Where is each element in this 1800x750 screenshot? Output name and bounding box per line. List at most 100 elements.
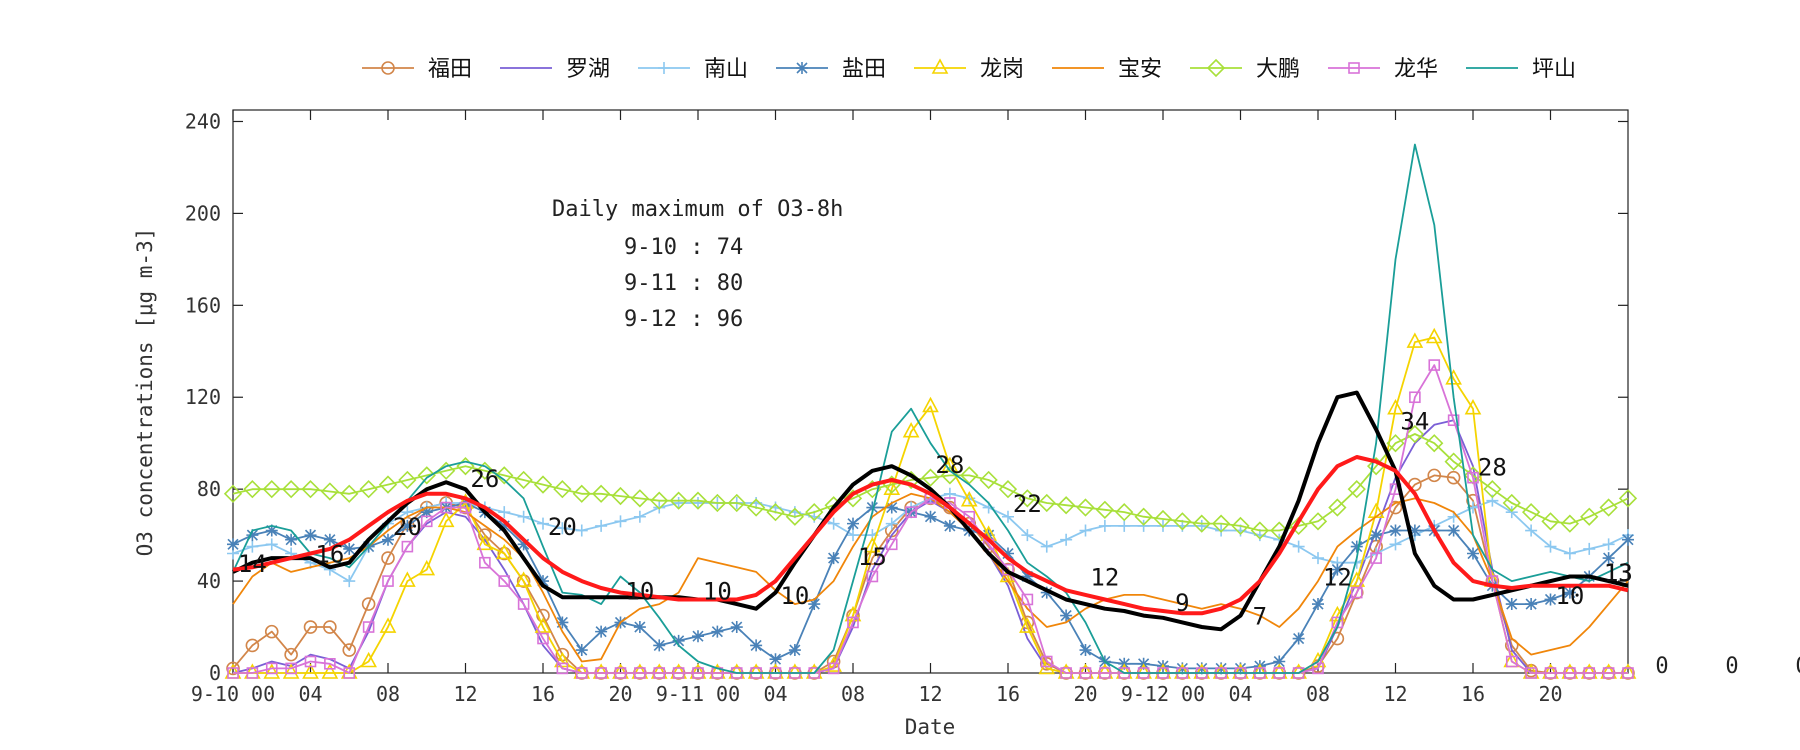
data-point [554,651,571,668]
data-point [262,480,281,499]
data-point [633,621,646,634]
curve-label: 7 [1253,603,1267,631]
data-point [515,571,532,587]
data-point [1002,547,1014,560]
data-point [1583,542,1596,555]
data-point [246,540,259,553]
data-point [688,491,708,510]
legend-entry: 龙岗 [914,57,1024,82]
y-tick-label: 120 [185,385,221,409]
legend-entry: 龙华 [1328,57,1438,82]
data-point [730,621,743,634]
data-point [245,638,260,653]
x-tick-label: 04 [763,682,787,706]
data-point [1447,414,1460,427]
data-point [359,480,378,499]
data-point [536,608,550,623]
data-point [766,503,785,522]
data-point [1115,503,1134,522]
data-point [1447,524,1460,537]
data-point [553,480,572,499]
data-point [1350,586,1363,599]
data-point [769,653,782,666]
data-point [1211,514,1231,533]
legend-label: 罗湖 [566,57,610,82]
data-point [246,529,259,542]
y-tick-label: 200 [185,201,221,225]
curve-label: 34 [1400,407,1429,435]
data-point [1521,503,1541,522]
x-tick-label: 9-12 00 [1121,682,1205,706]
data-point [534,617,552,633]
legend-entry: 南山 [638,57,748,82]
series-line [233,364,1628,674]
x-tick-label: 9-11 00 [656,682,740,706]
series-大鹏 [223,424,1638,540]
data-point [495,466,514,485]
data-point [575,667,588,679]
data-point [537,632,549,645]
legend: 福田 罗湖 南山 盐田 龙岗 宝安 大鹏 龙华 坪山 [362,57,1576,82]
data-point [1040,586,1053,599]
data-point [746,498,766,517]
data-point [847,616,859,629]
data-point [517,510,530,523]
curve-label: 20 [393,513,422,541]
x-tick-label: 12 [1383,682,1407,706]
data-point [1602,552,1615,565]
data-point [692,667,704,679]
data-point [556,662,569,675]
data-point [864,536,881,553]
curve-label: 10 [1555,582,1584,610]
data-point [921,468,940,487]
data-point [943,519,956,532]
data-point [1250,521,1270,540]
data-point [1021,593,1034,606]
curve-label: 13 [1604,559,1633,587]
data-point [1467,547,1479,560]
data-point [1564,667,1576,679]
data-point [1037,493,1056,513]
series-line [232,433,1629,532]
data-point [866,570,879,583]
x-tick-label: 08 [376,682,400,706]
x-tick-label: 20 [1073,682,1097,706]
data-point [227,667,239,679]
data-point [1563,547,1576,560]
legend-label: 坪山 [1532,57,1576,82]
data-point [1312,662,1324,675]
data-point [379,617,397,633]
data-point [264,624,279,639]
data-point [788,644,801,657]
data-point [1544,667,1557,679]
data-point [1560,514,1580,533]
data-point [1444,452,1463,471]
data-point [516,574,531,588]
data-point [1409,391,1421,404]
data-point [960,466,979,485]
data-point [940,466,960,485]
curve-label: 13 [1604,559,1633,587]
data-point [1502,493,1521,513]
data-point [440,501,452,514]
legend-entry: 福田 [362,57,472,82]
data-point [226,661,240,676]
data-point [785,507,805,526]
data-point [1350,540,1363,553]
data-point [1428,359,1441,371]
data-point [630,489,650,508]
data-point [323,533,336,546]
data-point [537,517,549,530]
data-point [343,667,356,679]
annotation-line-3: 9-12 : 96 [624,307,743,332]
series-layer [223,143,1638,680]
data-point [1039,657,1054,671]
data-point [1467,471,1479,484]
data-point [498,506,511,519]
data-point [556,616,569,629]
data-point [1408,524,1421,537]
y-axis: 0 40 80 120 160 200 240 [185,109,1628,685]
curve-label: 28 [1478,453,1507,481]
data-point [320,482,340,501]
